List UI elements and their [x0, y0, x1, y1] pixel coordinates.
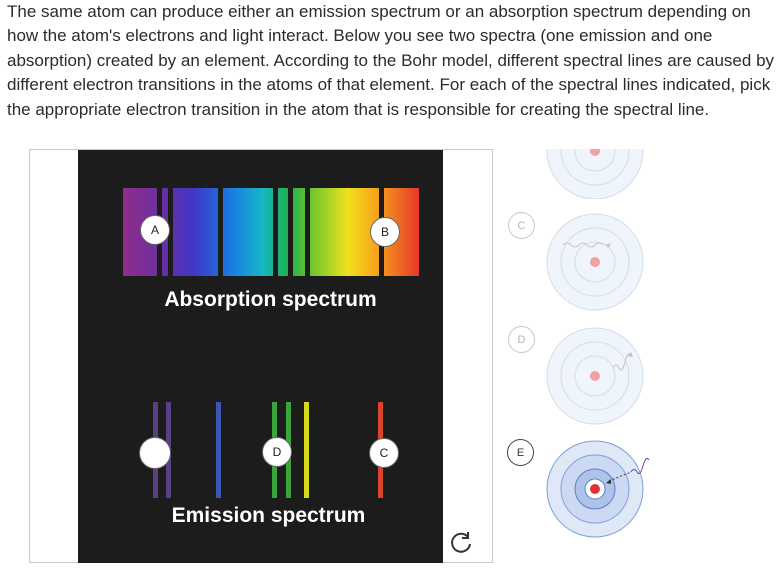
choice-e-marker[interactable]: E [507, 439, 534, 466]
question-text: The same atom can produce either an emis… [7, 2, 775, 119]
absorption-line [168, 188, 173, 276]
absorption-line [273, 188, 278, 276]
atom-photon-absorption-icon [546, 213, 644, 311]
atom-photon-emission-icon [546, 327, 644, 425]
absorption-line [218, 188, 223, 276]
absorption-line [288, 188, 293, 276]
empty-drop-target[interactable] [139, 437, 171, 469]
emission-line-yellow [304, 402, 309, 498]
absorption-spectrum [123, 188, 419, 498]
marker-b-absorption[interactable]: B [370, 217, 400, 247]
emission-line-blue [216, 402, 221, 498]
reset-icon[interactable] [448, 529, 474, 555]
marker-c-emission[interactable]: C [369, 438, 399, 468]
spectra-figure: Absorption spectrum Emission spectrum A … [78, 150, 443, 563]
absorption-spectrum-label: Absorption spectrum [164, 288, 377, 311]
atom-photon-absorption-icon [546, 440, 650, 538]
choice-c-marker[interactable]: C [508, 212, 535, 239]
marker-a-absorption[interactable]: A [140, 215, 170, 245]
absorption-line [305, 188, 310, 276]
marker-d-emission[interactable]: D [262, 437, 292, 467]
choice-d-marker[interactable]: D [508, 326, 535, 353]
atom-transition-icon [546, 149, 644, 199]
emission-spectrum-label: Emission spectrum [171, 504, 366, 527]
